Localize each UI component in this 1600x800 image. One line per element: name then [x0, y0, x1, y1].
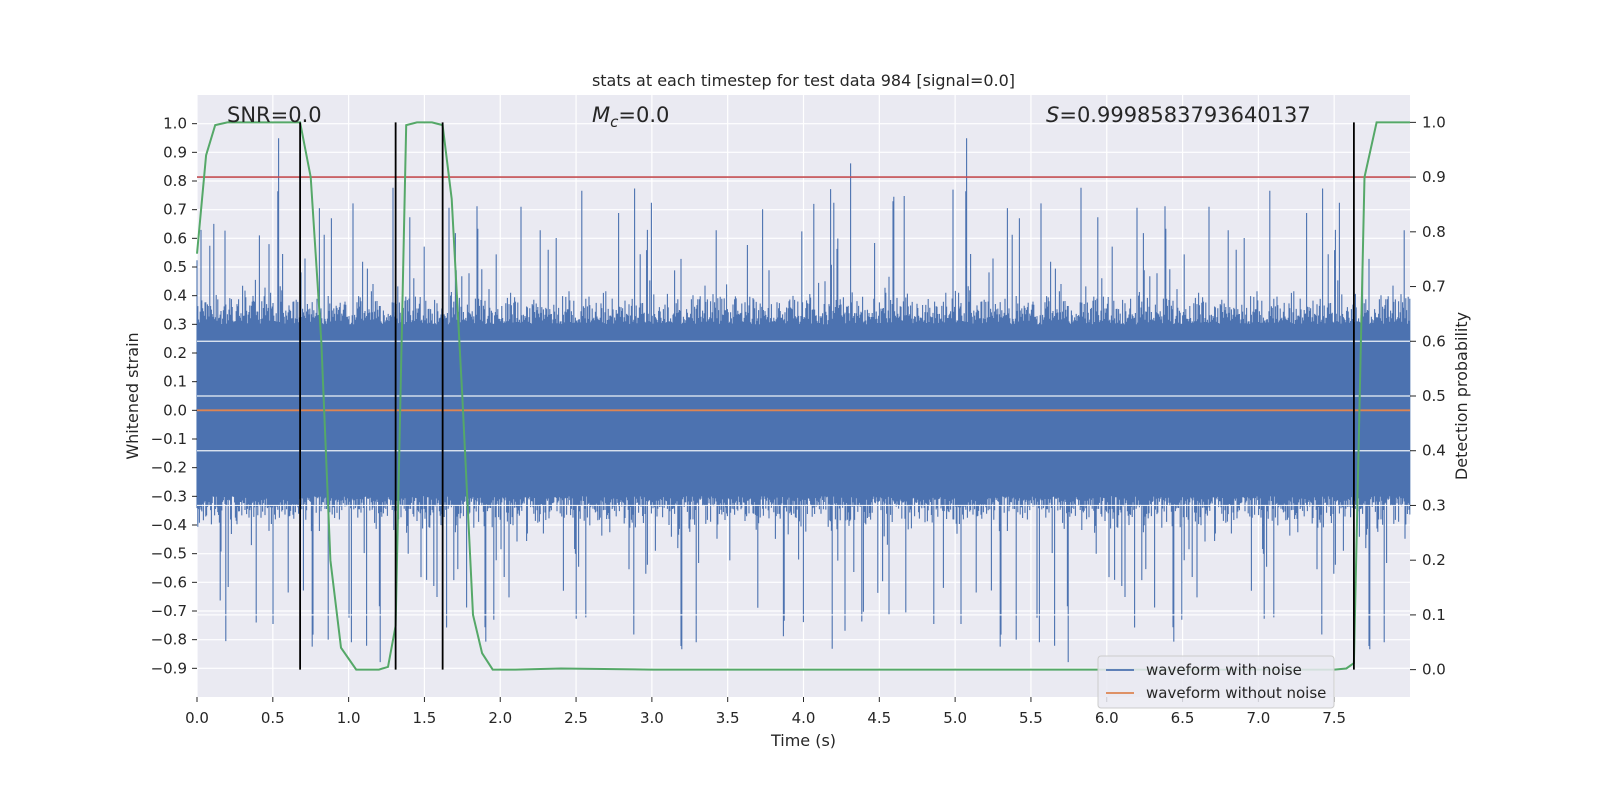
legend-label-noise: waveform with noise	[1146, 661, 1302, 679]
right-tick-label: 0.5	[1422, 387, 1446, 405]
legend: waveform with noise waveform without noi…	[1097, 655, 1335, 709]
left-tick-label: 0.1	[163, 373, 187, 391]
right-tick-label: 0.6	[1422, 332, 1446, 350]
x-tick-label: 1.5	[413, 709, 437, 727]
right-tick-label: 0.8	[1422, 223, 1446, 241]
noise-series	[196, 138, 1411, 725]
score-annotation: S=0.9998583793640137	[1046, 103, 1311, 127]
x-tick-label: 7.0	[1246, 709, 1270, 727]
x-tick-label: 5.0	[943, 709, 967, 727]
left-tick-label: 0.6	[163, 229, 187, 247]
chirp-mass-annotation: Mc=0.0	[592, 103, 669, 131]
x-tick-label: 0.5	[261, 709, 285, 727]
left-tick-label: −0.1	[151, 430, 187, 448]
left-tick-label: −0.8	[151, 631, 187, 649]
left-tick-label: −0.9	[151, 659, 187, 677]
right-tick-label: 0.9	[1422, 168, 1446, 186]
left-tick-label: −0.2	[151, 459, 187, 477]
right-axis-ticks: 1.0 0.9 0.8 0.7 0.6 0.5 0.4 0.3 0.2 0.1 0.0	[1410, 113, 1446, 679]
right-tick-label: 0.0	[1422, 661, 1446, 679]
x-axis-label: Time (s)	[770, 731, 836, 750]
x-tick-label: 4.0	[792, 709, 816, 727]
x-tick-label: 1.0	[337, 709, 361, 727]
snr-annotation: SNR=0.0	[227, 103, 322, 127]
x-tick-label: 6.5	[1171, 709, 1195, 727]
x-tick-label: 7.5	[1322, 709, 1346, 727]
left-axis-ticks: 1.0 0.9 0.8 0.7 0.6 0.5 0.4 0.3 0.2 0.1 0.0 −0.1 −0.…	[151, 115, 197, 677]
x-tick-label: 5.5	[1019, 709, 1043, 727]
left-tick-label: −0.7	[151, 602, 187, 620]
right-tick-label: 1.0	[1422, 113, 1446, 131]
left-tick-label: 0.8	[163, 172, 187, 190]
right-tick-label: 0.7	[1422, 278, 1446, 296]
left-tick-label: −0.6	[151, 573, 187, 591]
vertical-markers	[299, 122, 1355, 670]
left-tick-label: 0.7	[163, 201, 187, 219]
legend-box	[1097, 655, 1335, 709]
chart-title: stats at each timestep for test data 984…	[592, 71, 1015, 90]
x-tick-label: 0.0	[185, 709, 209, 727]
left-tick-label: 0.4	[163, 287, 187, 305]
left-tick-label: 0.2	[163, 344, 187, 362]
noise-core	[197, 392, 1410, 397]
left-tick-label: −0.4	[151, 516, 187, 534]
left-tick-label: 0.5	[163, 258, 187, 276]
x-tick-label: 3.0	[640, 709, 664, 727]
x-tick-label: 2.5	[564, 709, 588, 727]
left-tick-label: 0.0	[163, 401, 187, 419]
x-tick-label: 2.0	[488, 709, 512, 727]
x-tick-label: 6.0	[1095, 709, 1119, 727]
left-tick-label: −0.5	[151, 545, 187, 563]
left-tick-label: 0.9	[163, 143, 187, 161]
y-axis-right-label: Detection probability	[1452, 312, 1471, 480]
x-axis-ticks: 0.0 0.5 1.0 1.5 2.0 2.5 3.0 3.5 4.0 4.5 5.0 5.5 6.0 6…	[185, 697, 1346, 727]
right-tick-label: 0.2	[1422, 551, 1446, 569]
left-tick-label: 1.0	[163, 115, 187, 133]
y-axis-left-label: Whitened strain	[123, 332, 142, 459]
left-tick-label: 0.3	[163, 315, 187, 333]
right-tick-label: 0.3	[1422, 496, 1446, 514]
right-tick-label: 0.1	[1422, 606, 1446, 624]
left-tick-label: −0.3	[151, 487, 187, 505]
legend-label-clean: waveform without noise	[1146, 684, 1326, 702]
x-tick-label: 3.5	[716, 709, 740, 727]
x-tick-label: 4.5	[867, 709, 891, 727]
right-tick-label: 0.4	[1422, 442, 1446, 460]
